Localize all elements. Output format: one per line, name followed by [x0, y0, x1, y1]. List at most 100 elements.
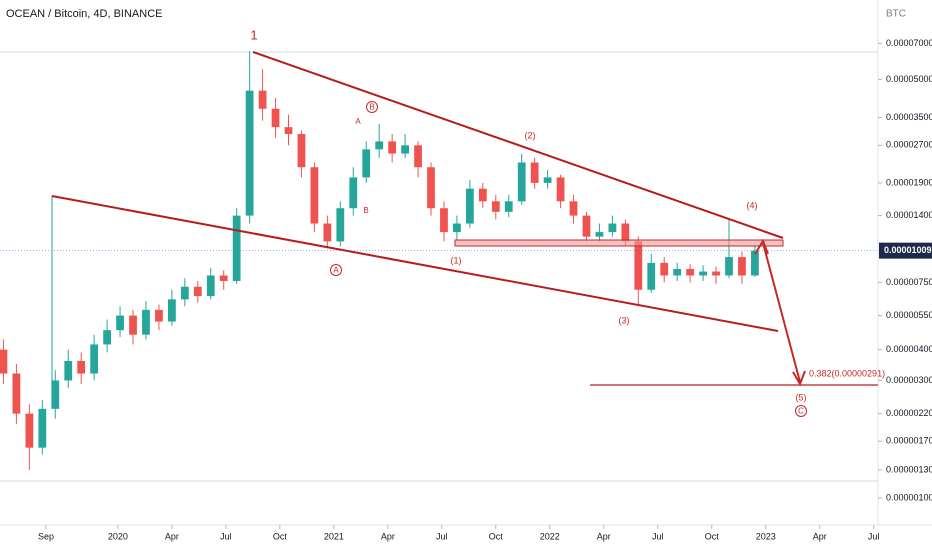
candle-body: [180, 286, 189, 300]
candle-body: [362, 149, 371, 178]
candle-body: [401, 145, 409, 154]
upper-trendline: [252, 51, 784, 239]
x-tick-label: Apr: [813, 531, 827, 541]
candle-body: [51, 380, 60, 409]
candle-body: [336, 208, 345, 242]
candle-body: [12, 373, 21, 414]
wave-label: (2): [525, 130, 536, 140]
wave-label: A: [333, 266, 339, 275]
x-tick-label: Apr: [597, 531, 611, 541]
resistance-zone: [454, 239, 784, 247]
x-tick-label: 2020: [108, 531, 128, 541]
x-tick-label: 2023: [756, 531, 776, 541]
arrow-start: [754, 238, 769, 255]
candle-body: [440, 208, 448, 233]
candle-body: [310, 167, 319, 224]
candle-body: [219, 275, 228, 281]
candle-body: [621, 223, 630, 242]
candle-body: [297, 134, 306, 168]
wave-label: C: [798, 407, 804, 416]
candle-body: [478, 188, 487, 202]
candle-body: [77, 360, 86, 374]
candle-body: [725, 257, 733, 276]
candle-body: [543, 177, 552, 183]
last-price-label: 0.00001009: [884, 245, 932, 255]
wave-label: (3): [619, 315, 630, 325]
wave-label: B: [363, 206, 368, 215]
lower-trendline: [51, 195, 779, 332]
chart-title: OCEAN / Bitcoin, 4D, BINANCE: [6, 8, 163, 20]
candle-body: [206, 275, 215, 297]
y-tick-label: 0.00005000: [886, 74, 932, 84]
candle-body: [608, 223, 617, 233]
candle-body: [90, 344, 99, 374]
candle-body: [530, 162, 539, 183]
wave-label: (4): [747, 200, 758, 210]
candle-body: [647, 262, 656, 290]
candle-body: [751, 250, 759, 276]
candle-body: [686, 268, 695, 276]
candle-body: [129, 315, 137, 335]
candle-body: [427, 167, 435, 209]
y-tick-label: 0.00000130: [886, 464, 932, 474]
wave-label: B: [369, 103, 374, 112]
x-tick-label: Oct: [489, 531, 504, 541]
candle-body: [349, 177, 358, 209]
y-tick-label: 0.00003500: [886, 112, 932, 122]
candle-body: [712, 271, 720, 276]
wave-label: (1): [451, 255, 462, 265]
arrow-head: [792, 370, 806, 387]
wave-label: 1: [250, 27, 257, 42]
candle-body: [453, 223, 461, 233]
x-tick-label: Jul: [220, 531, 232, 541]
x-tick-label: 2022: [540, 531, 560, 541]
candle-body: [414, 145, 422, 168]
candle-body: [25, 413, 34, 448]
x-tick-label: 2021: [324, 531, 344, 541]
x-tick-label: Apr: [381, 531, 395, 541]
x-tick-label: Jul: [436, 531, 448, 541]
wave-label: (5): [796, 392, 807, 402]
candle-body: [699, 271, 707, 276]
wave-label: A: [355, 117, 361, 126]
y-tick-label: 0.00001400: [886, 210, 932, 220]
candle-body: [660, 262, 669, 276]
candle-body: [595, 232, 604, 237]
candle-body: [569, 201, 578, 216]
candle-body: [582, 215, 591, 237]
wave-circle: [795, 405, 807, 417]
y-tick-label: 0.00000750: [886, 277, 932, 287]
candle-body: [634, 241, 643, 290]
y-tick-label: 0.00000400: [886, 344, 932, 354]
x-tick-label: Jul: [868, 531, 880, 541]
wave-circle: [330, 264, 342, 276]
candle-body: [738, 257, 746, 276]
candle-body: [193, 286, 202, 297]
x-tick-label: Oct: [273, 531, 288, 541]
x-tick-label: Jul: [652, 531, 664, 541]
candle-body: [64, 360, 73, 381]
y-tick-label: 0.00001900: [886, 177, 932, 187]
candle-body: [375, 141, 384, 150]
candle-body: [517, 162, 526, 202]
wave-circle: [366, 101, 378, 113]
candle-body: [491, 201, 500, 212]
candle-body: [116, 315, 124, 331]
y-tick-label: 0.00002700: [886, 140, 932, 150]
candle-body: [323, 223, 332, 242]
candle-body: [245, 90, 254, 216]
candle-body: [155, 309, 163, 322]
y-tick-label: 0.00007000: [886, 38, 932, 48]
candle-body: [103, 330, 111, 345]
candle-body: [284, 127, 293, 135]
candle-body: [167, 299, 176, 322]
candle-body: [271, 108, 280, 128]
candle-body: [556, 177, 565, 202]
y-tick-label: 0.00000220: [886, 408, 932, 418]
candle-body: [504, 201, 513, 212]
candle-body: [258, 90, 267, 109]
candle-body: [38, 408, 47, 448]
last-price-box: [879, 242, 932, 259]
